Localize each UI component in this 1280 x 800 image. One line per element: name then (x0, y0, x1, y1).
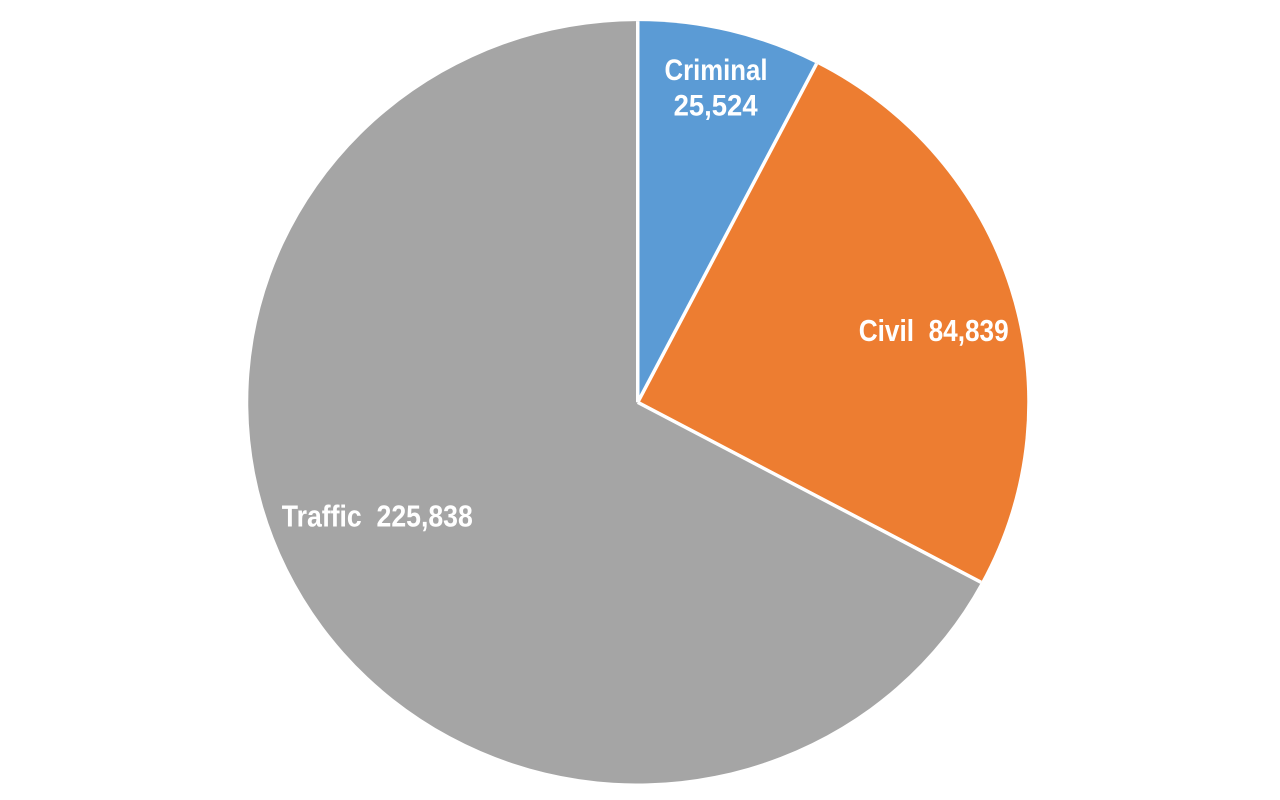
svg-text:25,524: 25,524 (674, 90, 758, 123)
svg-text:Traffic 225,838: Traffic 225,838 (282, 498, 473, 533)
svg-text:Civil 84,839: Civil 84,839 (859, 313, 1009, 348)
svg-text:Criminal: Criminal (665, 54, 768, 87)
